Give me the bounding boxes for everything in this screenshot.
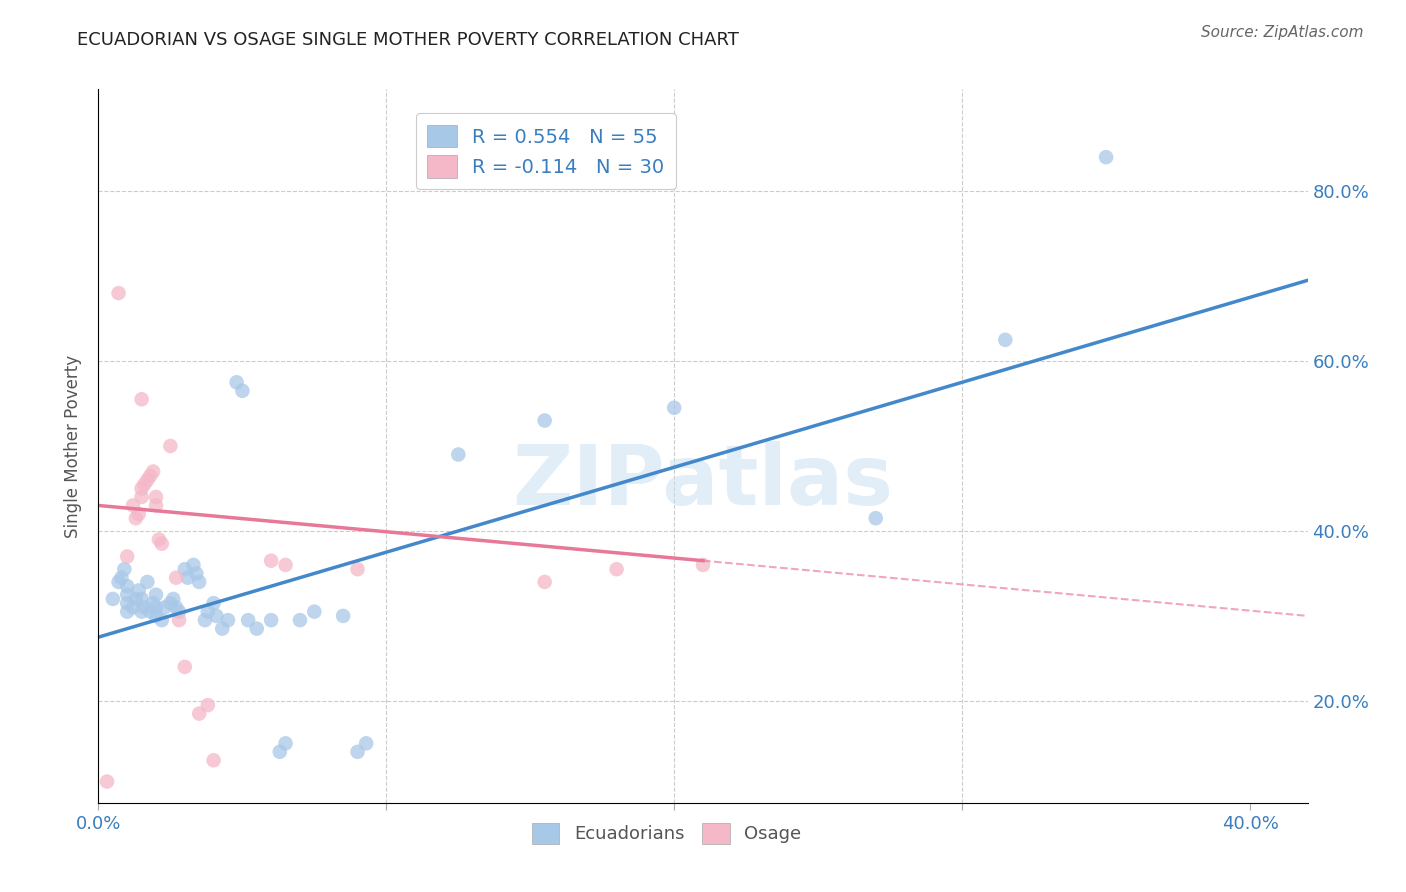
Point (447, 448, 470, 462)
Point (274, 558, 297, 572)
Point (96, 774, 118, 789)
Point (107, 574, 129, 589)
Point (115, 596, 138, 610)
Legend: Ecuadorians, Osage: Ecuadorians, Osage (524, 815, 808, 851)
Point (125, 511, 148, 525)
Point (304, 605, 326, 619)
Point (162, 591, 184, 606)
Point (131, 392, 153, 407)
Point (139, 468, 162, 483)
Point (145, 490, 167, 504)
Point (134, 600, 156, 615)
Point (274, 736, 297, 750)
Point (231, 384, 253, 398)
Point (142, 465, 165, 479)
Point (145, 499, 167, 513)
Point (115, 588, 138, 602)
Point (131, 490, 153, 504)
Point (139, 605, 162, 619)
Point (194, 613, 217, 627)
Point (125, 591, 148, 606)
Point (260, 613, 283, 627)
Point (145, 608, 167, 623)
Point (288, 613, 311, 627)
Point (148, 533, 170, 547)
Point (236, 613, 259, 627)
Point (142, 596, 165, 610)
Point (167, 605, 190, 619)
Point (153, 600, 176, 615)
Point (225, 376, 247, 390)
Point (217, 613, 239, 627)
Point (202, 753, 225, 767)
Point (159, 439, 181, 453)
Point (131, 605, 153, 619)
Point (205, 608, 228, 623)
Point (112, 562, 135, 576)
Point (202, 596, 225, 610)
Point (994, 333, 1017, 347)
Point (136, 574, 159, 589)
Point (211, 622, 233, 636)
Point (1095, 150, 1118, 164)
Point (167, 613, 190, 627)
Point (269, 745, 291, 759)
Point (173, 660, 195, 674)
Point (145, 600, 167, 615)
Point (354, 736, 377, 750)
Point (159, 596, 181, 610)
Point (145, 588, 167, 602)
Point (122, 499, 145, 513)
Point (128, 583, 150, 598)
Point (122, 600, 145, 615)
Point (115, 605, 138, 619)
Point (131, 591, 153, 606)
Text: ZIPatlas: ZIPatlas (513, 442, 893, 522)
Y-axis label: Single Mother Poverty: Single Mother Poverty (65, 354, 83, 538)
Point (173, 562, 195, 576)
Point (134, 477, 156, 491)
Point (533, 574, 555, 589)
Point (128, 507, 150, 521)
Point (165, 600, 187, 615)
Point (692, 558, 714, 572)
Point (332, 608, 354, 623)
Point (246, 622, 269, 636)
Point (188, 706, 211, 721)
Point (150, 613, 173, 627)
Point (101, 591, 124, 606)
Point (865, 511, 887, 525)
Point (346, 745, 368, 759)
Point (176, 571, 198, 585)
Text: Source: ZipAtlas.com: Source: ZipAtlas.com (1201, 25, 1364, 40)
Point (664, 401, 686, 415)
Point (260, 554, 283, 568)
Point (183, 558, 205, 572)
Point (606, 562, 628, 576)
Point (186, 566, 208, 581)
Text: ECUADORIAN VS OSAGE SINGLE MOTHER POVERTY CORRELATION CHART: ECUADORIAN VS OSAGE SINGLE MOTHER POVERT… (77, 31, 740, 49)
Point (131, 482, 153, 496)
Point (115, 579, 138, 593)
Point (165, 571, 187, 585)
Point (110, 571, 132, 585)
Point (107, 286, 129, 301)
Point (346, 562, 368, 576)
Point (533, 413, 555, 427)
Point (115, 549, 138, 564)
Point (197, 605, 219, 619)
Point (197, 698, 219, 712)
Point (188, 574, 211, 589)
Point (150, 537, 173, 551)
Point (136, 473, 159, 487)
